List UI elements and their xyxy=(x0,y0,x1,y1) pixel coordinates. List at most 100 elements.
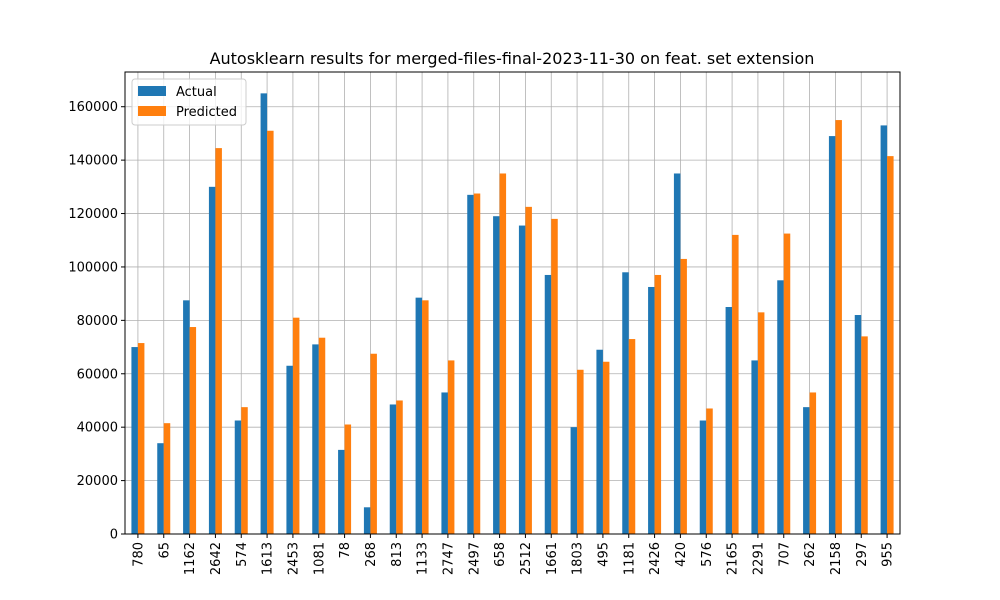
x-tick-label: 2747 xyxy=(441,542,456,575)
bar-actual xyxy=(312,344,319,534)
bar-predicted xyxy=(318,337,326,534)
bar-actual xyxy=(544,274,552,534)
x-tick-label: 2512 xyxy=(519,542,534,575)
bar-actual xyxy=(648,286,655,534)
bar-predicted xyxy=(241,407,248,534)
y-tick-label: 40000 xyxy=(77,421,118,436)
bar-predicted xyxy=(654,274,662,534)
bar-actual xyxy=(467,194,474,534)
bar-predicted xyxy=(835,120,842,534)
bar-actual xyxy=(828,136,836,535)
legend: Actual Predicted xyxy=(131,78,247,126)
y-axis: 0 20000 40000 60000 80000 100000 120000 140000 1… xyxy=(68,100,125,543)
bar-predicted xyxy=(602,361,610,534)
bar-actual xyxy=(260,93,268,534)
x-tick-label: 576 xyxy=(700,542,715,567)
bar-actual xyxy=(880,125,888,535)
bar-actual xyxy=(208,186,216,534)
x-tick-label: 268 xyxy=(364,542,379,567)
bar-predicted xyxy=(757,312,765,534)
bar-predicted xyxy=(473,193,481,534)
x-tick-label: 2453 xyxy=(286,542,301,575)
bar-predicted xyxy=(499,173,507,534)
bar-predicted xyxy=(706,408,713,534)
plot-frame xyxy=(124,71,901,535)
bar-predicted xyxy=(396,400,403,534)
bar-actual xyxy=(803,407,810,534)
bar-predicted xyxy=(370,353,377,534)
bar-actual xyxy=(854,315,862,534)
bar-actual xyxy=(596,349,603,534)
y-tick-label: 100000 xyxy=(68,260,118,275)
x-tick-label: 2497 xyxy=(467,542,482,575)
bar-predicted xyxy=(809,392,817,534)
bar-predicted xyxy=(628,339,636,534)
x-tick-label: 1081 xyxy=(312,542,327,575)
x-tick-label: 2642 xyxy=(209,542,224,575)
x-tick-label: 1613 xyxy=(261,542,276,575)
bars xyxy=(131,93,894,535)
bar-actual xyxy=(493,216,500,534)
bar-predicted xyxy=(447,360,455,534)
bar-actual xyxy=(338,449,345,534)
chart-title: Autosklearn results for merged-files-fin… xyxy=(210,49,815,68)
bar-predicted xyxy=(577,369,584,534)
x-tick-label: 2165 xyxy=(726,542,741,575)
x-tick-label: 420 xyxy=(674,542,689,567)
bar-actual xyxy=(286,365,293,534)
x-tick-label: 495 xyxy=(596,542,611,567)
bar-predicted xyxy=(861,336,868,534)
y-tick-label: 60000 xyxy=(77,367,118,382)
bar-predicted xyxy=(680,258,687,534)
bar-predicted xyxy=(137,343,145,534)
y-tick-label: 20000 xyxy=(77,474,118,489)
bar-actual xyxy=(673,173,681,534)
x-tick-label: 2426 xyxy=(648,542,663,575)
bar-actual xyxy=(363,507,371,534)
x-tick-label: 78 xyxy=(338,542,353,559)
bar-predicted xyxy=(215,148,222,534)
bar-actual xyxy=(518,225,526,534)
x-tick-label: 780 xyxy=(131,542,146,567)
bar-actual xyxy=(389,404,397,534)
x-tick-label: 1133 xyxy=(416,542,431,575)
bar-predicted xyxy=(344,424,352,534)
bar-actual xyxy=(725,307,733,534)
bar-actual xyxy=(415,297,423,534)
x-tick-label: 1661 xyxy=(545,542,560,575)
x-tick-label: 707 xyxy=(777,542,792,567)
y-tick-label: 80000 xyxy=(77,314,118,329)
x-axis: 780 65 1162 2642 574 1613 2453 1081 78 268 813 1133… xyxy=(131,534,896,575)
x-tick-label: 2291 xyxy=(751,542,766,575)
bar-predicted xyxy=(292,317,300,534)
legend-swatch-actual xyxy=(138,86,166,96)
bar-actual xyxy=(234,420,242,534)
legend-label-predicted: Predicted xyxy=(176,105,237,120)
bar-actual xyxy=(699,420,707,534)
x-tick-label: 297 xyxy=(855,542,870,567)
legend-label-actual: Actual xyxy=(176,85,217,100)
bar-predicted xyxy=(551,218,558,535)
x-tick-label: 1162 xyxy=(183,542,198,575)
x-tick-label: 1181 xyxy=(622,542,637,575)
bar-predicted xyxy=(267,130,274,534)
legend-swatch-predicted xyxy=(138,106,166,116)
y-tick-label: 140000 xyxy=(68,154,118,169)
y-tick-label: 0 xyxy=(110,528,118,543)
y-tick-label: 120000 xyxy=(68,207,118,222)
bar-actual xyxy=(131,347,138,534)
bar-predicted xyxy=(732,234,739,534)
bar-actual xyxy=(570,427,578,534)
x-tick-label: 65 xyxy=(157,542,172,559)
bar-actual xyxy=(751,360,758,534)
x-tick-label: 813 xyxy=(390,542,405,567)
bar-predicted xyxy=(887,156,894,534)
x-tick-label: 955 xyxy=(881,542,896,567)
x-tick-label: 262 xyxy=(803,542,818,567)
bar-actual xyxy=(777,280,784,534)
x-tick-label: 1803 xyxy=(571,542,586,575)
x-tick-label: 574 xyxy=(235,542,250,567)
bar-actual xyxy=(622,272,629,534)
bar-predicted xyxy=(525,206,532,534)
